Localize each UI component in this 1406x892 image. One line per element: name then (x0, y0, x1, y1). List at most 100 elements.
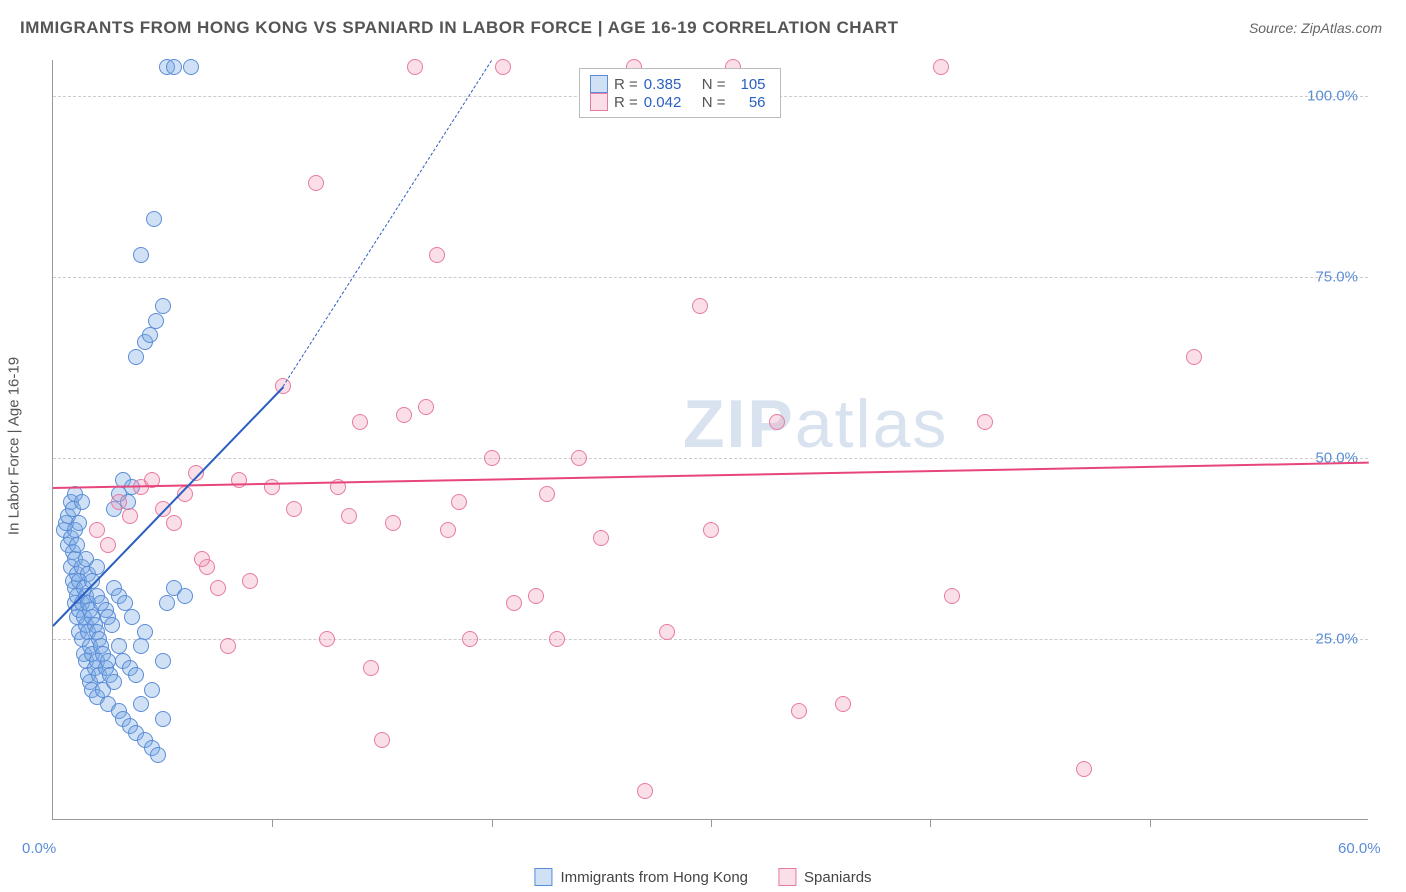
data-point-sp (484, 450, 500, 466)
data-point-sp (396, 407, 412, 423)
stats-row-hk: R =0.385N =105 (590, 75, 766, 93)
y-axis-label: In Labor Force | Age 16-19 (6, 357, 23, 535)
y-tick-label: 75.0% (1315, 269, 1358, 286)
data-point-hk (69, 537, 85, 553)
data-point-hk (166, 59, 182, 75)
data-point-sp (418, 399, 434, 415)
data-point-sp (703, 522, 719, 538)
data-point-sp (593, 530, 609, 546)
data-point-hk (106, 674, 122, 690)
stats-row-sp: R = 0.042 N = 56 (590, 93, 766, 111)
data-point-sp (451, 494, 467, 510)
data-point-hk (155, 653, 171, 669)
data-point-sp (506, 595, 522, 611)
data-point-hk (124, 609, 140, 625)
data-point-sp (1186, 349, 1202, 365)
data-point-sp (308, 175, 324, 191)
stats-legend: R = 0.385 N = 105R = 0.042 N = 56 (579, 68, 781, 118)
r-value: 0.042 (644, 94, 696, 111)
gridline (53, 639, 1368, 640)
x-tick-mark (1150, 819, 1151, 827)
data-point-hk (159, 595, 175, 611)
data-point-sp (341, 508, 357, 524)
data-point-sp (407, 59, 423, 75)
data-point-sp (462, 631, 478, 647)
x-tick-label: 0.0% (22, 840, 56, 857)
gridline (53, 458, 1368, 459)
watermark: ZIPatlas (683, 385, 948, 463)
data-point-sp (122, 508, 138, 524)
data-point-sp (528, 588, 544, 604)
data-point-sp (440, 522, 456, 538)
legend-label-hk: Immigrants from Hong Kong (560, 869, 748, 886)
bottom-legend: Immigrants from Hong Kong Spaniards (534, 868, 871, 886)
data-point-hk (146, 211, 162, 227)
n-value: 56 (732, 94, 766, 111)
data-point-hk (133, 247, 149, 263)
data-point-sp (835, 696, 851, 712)
data-point-sp (769, 414, 785, 430)
x-tick-mark (272, 819, 273, 827)
y-tick-label: 100.0% (1307, 88, 1358, 105)
data-point-sp (637, 783, 653, 799)
data-point-sp (242, 573, 258, 589)
x-tick-label: 60.0% (1338, 840, 1381, 857)
data-point-sp (571, 450, 587, 466)
r-label: R = (614, 94, 638, 111)
data-point-hk (142, 327, 158, 343)
data-point-hk (128, 349, 144, 365)
trend-line (283, 60, 492, 386)
data-point-sp (111, 494, 127, 510)
legend-item-sp: Spaniards (778, 868, 872, 886)
data-point-sp (944, 588, 960, 604)
data-point-hk (183, 59, 199, 75)
swatch-sp-icon (778, 868, 796, 886)
data-point-sp (429, 247, 445, 263)
x-tick-mark (711, 819, 712, 827)
data-point-hk (71, 515, 87, 531)
data-point-sp (933, 59, 949, 75)
data-point-hk (155, 298, 171, 314)
data-point-sp (286, 501, 302, 517)
data-point-hk (128, 667, 144, 683)
swatch-hk-icon (534, 868, 552, 886)
data-point-sp (1076, 761, 1092, 777)
data-point-sp (319, 631, 335, 647)
chart-title: IMMIGRANTS FROM HONG KONG VS SPANIARD IN… (20, 18, 898, 38)
data-point-sp (791, 703, 807, 719)
n-value: 105 (732, 76, 766, 93)
data-point-hk (133, 638, 149, 654)
data-point-sp (194, 551, 210, 567)
trend-line (53, 462, 1369, 489)
data-point-sp (495, 59, 511, 75)
data-point-sp (100, 537, 116, 553)
x-tick-mark (930, 819, 931, 827)
data-point-hk (104, 617, 120, 633)
gridline (53, 277, 1368, 278)
data-point-sp (166, 515, 182, 531)
n-label: N = (702, 94, 726, 111)
r-value: 0.385 (644, 76, 696, 93)
data-point-sp (385, 515, 401, 531)
data-point-sp (977, 414, 993, 430)
data-point-hk (133, 696, 149, 712)
data-point-hk (74, 494, 90, 510)
data-point-hk (137, 624, 153, 640)
data-point-sp (659, 624, 675, 640)
x-tick-mark (492, 819, 493, 827)
y-tick-label: 25.0% (1315, 631, 1358, 648)
data-point-sp (352, 414, 368, 430)
data-point-hk (177, 588, 193, 604)
legend-item-hk: Immigrants from Hong Kong (534, 868, 748, 886)
data-point-hk (144, 682, 160, 698)
r-label: R = (614, 76, 638, 93)
data-point-hk (148, 313, 164, 329)
data-point-sp (539, 486, 555, 502)
data-point-sp (374, 732, 390, 748)
scatter-plot-area: ZIPatlas 25.0%50.0%75.0%100.0%R =0.385N … (52, 60, 1368, 820)
data-point-sp (210, 580, 226, 596)
data-point-sp (89, 522, 105, 538)
data-point-hk (155, 711, 171, 727)
legend-label-sp: Spaniards (804, 869, 872, 886)
data-point-hk (150, 747, 166, 763)
